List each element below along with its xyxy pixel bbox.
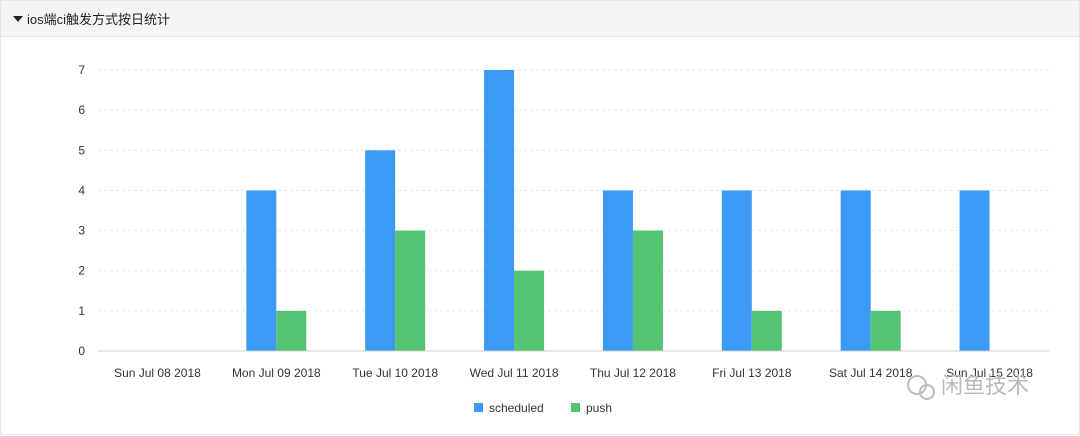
bar-scheduled[interactable] — [959, 190, 990, 351]
y-axis: 0 1 2 3 4 5 6 7 — [78, 63, 85, 358]
bar-scheduled[interactable] — [602, 190, 633, 351]
bar-scheduled[interactable] — [246, 190, 277, 351]
legend: scheduled push — [474, 401, 612, 415]
bar-push[interactable] — [276, 310, 307, 351]
bars — [246, 70, 990, 351]
legend-label-push[interactable]: push — [586, 401, 612, 415]
y-tick-label: 4 — [78, 183, 85, 197]
bar-push[interactable] — [870, 310, 901, 351]
legend-label-scheduled[interactable]: scheduled — [489, 401, 544, 415]
y-tick-label: 2 — [78, 264, 85, 278]
x-tick-label: Wed Jul 11 2018 — [470, 366, 559, 380]
y-tick-label: 7 — [78, 63, 85, 77]
x-tick-label: Sun Jul 15 2018 — [946, 366, 1033, 380]
legend-swatch-scheduled[interactable] — [474, 403, 483, 412]
bar-push[interactable] — [632, 230, 663, 351]
bar-scheduled[interactable] — [365, 150, 396, 351]
watermark: 闲鱼技术 — [907, 374, 1029, 400]
x-axis: Sun Jul 08 2018 Mon Jul 09 2018 Tue Jul 10… — [98, 350, 1049, 380]
y-tick-label: 6 — [78, 103, 85, 117]
x-tick-label: Tue Jul 10 2018 — [352, 366, 438, 380]
y-tick-label: 1 — [78, 304, 85, 318]
bar-push[interactable] — [514, 270, 545, 351]
watermark-text: 闲鱼技术 — [941, 374, 1029, 399]
panel-title: ios端ci触发方式按日统计 — [27, 12, 171, 27]
bar-push[interactable] — [395, 230, 426, 351]
y-tick-label: 0 — [78, 344, 85, 358]
collapse-caret-icon[interactable] — [13, 15, 23, 22]
x-tick-label: Fri Jul 13 2018 — [712, 366, 792, 380]
legend-swatch-push[interactable] — [571, 403, 580, 412]
panel-header[interactable]: ios端ci触发方式按日统计 — [1, 1, 1079, 37]
bar-scheduled[interactable] — [721, 190, 752, 351]
y-tick-label: 5 — [78, 143, 85, 157]
bar-scheduled[interactable] — [484, 70, 515, 351]
x-tick-label: Thu Jul 12 2018 — [590, 366, 676, 380]
x-tick-label: Sun Jul 08 2018 — [114, 366, 201, 380]
y-tick-label: 3 — [78, 224, 85, 238]
bar-scheduled[interactable] — [840, 190, 871, 351]
grid-lines — [98, 69, 1049, 312]
x-tick-label: Sat Jul 14 2018 — [829, 366, 913, 380]
bar-push[interactable] — [751, 310, 782, 351]
x-tick-label: Mon Jul 09 2018 — [232, 366, 321, 380]
wechat-bubble-icon-small — [919, 384, 935, 400]
